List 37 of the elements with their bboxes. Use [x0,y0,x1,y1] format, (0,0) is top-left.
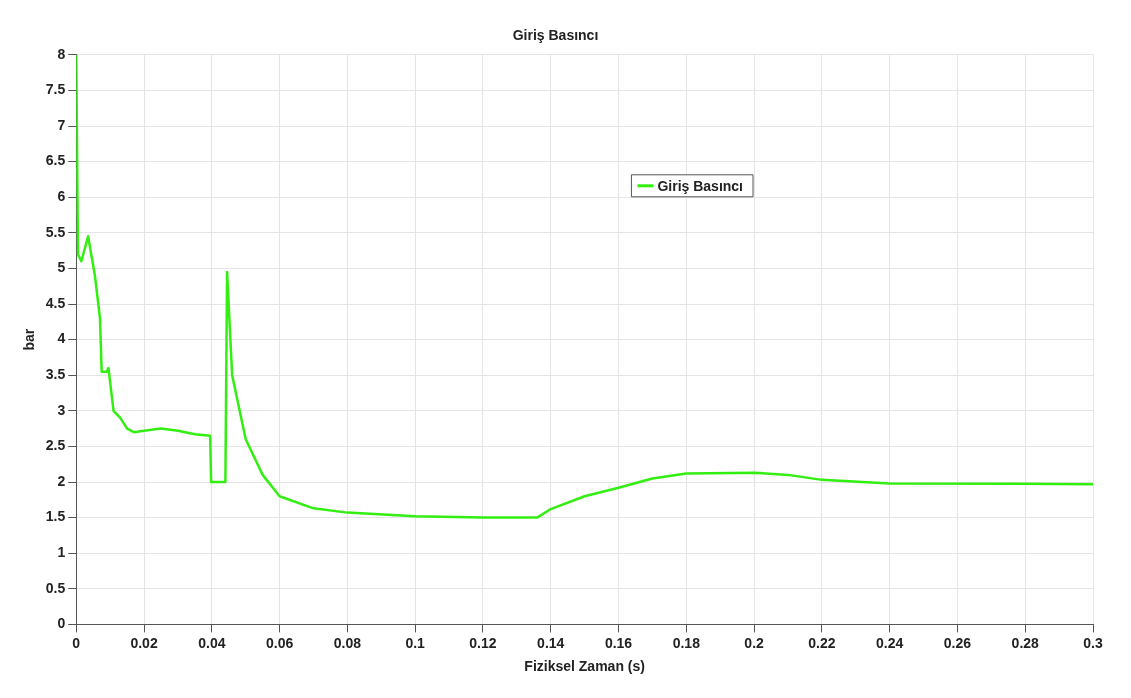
x-tick-label: 0.06 [265,634,294,651]
y-tick-label: 8 [57,45,66,62]
x-axis-title: Fiziksel Zaman (s) [524,658,645,675]
x-tick-label: 0.14 [537,634,565,651]
y-tick-label: 0 [57,615,66,632]
y-tick-label: 5 [57,259,66,276]
x-tick-label: 0.24 [876,634,904,651]
x-tick-label: 0.02 [130,634,158,651]
y-tick-label: 1 [57,544,66,561]
chart-title: Giriş Basıncı [512,27,599,44]
x-tick-label: 0.08 [333,634,362,651]
y-tick-label: 7.5 [45,81,66,98]
x-tick-label: 0 [72,634,81,651]
y-axis-title: bar [21,328,38,351]
y-tick-label: 5.5 [45,223,66,240]
x-tick-label: 0.28 [1011,634,1040,651]
x-tick-label: 0.04 [198,634,226,651]
x-tick-label: 0.18 [672,634,701,651]
y-tick-label: 3.5 [45,366,66,383]
y-tick-label: 3 [57,401,66,418]
y-tick-label: 4.5 [45,294,66,311]
x-tick-label: 0.22 [808,634,836,651]
y-tick-label: 6 [57,188,66,205]
y-tick-label: 6.5 [45,152,66,169]
x-tick-label: 0.3 [1083,634,1103,651]
y-tick-label: 7 [57,116,66,133]
y-tick-label: 1.5 [45,508,66,525]
y-tick-label: 4 [57,330,66,347]
x-tick-label: 0.2 [744,634,765,651]
y-tick-label: 2.5 [45,437,66,454]
x-tick-label: 0.26 [943,634,972,651]
y-tick-label: 2 [57,472,66,489]
legend-label: Giriş Basıncı [657,177,743,194]
x-tick-label: 0.16 [604,634,633,651]
x-tick-label: 0.12 [469,634,497,651]
x-tick-label: 0.1 [405,634,426,651]
y-tick-label: 0.5 [45,579,66,596]
